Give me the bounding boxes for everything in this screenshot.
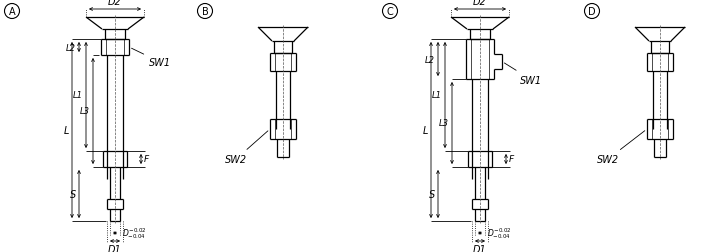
Text: C: C <box>387 7 393 17</box>
Text: L3: L3 <box>439 119 449 128</box>
Text: L: L <box>64 125 69 136</box>
Text: D2: D2 <box>473 0 487 7</box>
Text: L2: L2 <box>425 55 435 64</box>
Text: SW1: SW1 <box>132 49 171 68</box>
Text: L3: L3 <box>80 107 90 116</box>
Text: F: F <box>144 155 149 164</box>
Text: L: L <box>422 125 428 136</box>
Text: $D^{-0.02}_{-0.04}$: $D^{-0.02}_{-0.04}$ <box>487 226 511 240</box>
Text: L1: L1 <box>432 91 442 100</box>
Text: D1: D1 <box>108 244 122 252</box>
Text: SW1: SW1 <box>505 64 542 85</box>
Text: A: A <box>9 7 15 17</box>
Text: L2: L2 <box>66 43 76 52</box>
Text: $D^{-0.02}_{-0.04}$: $D^{-0.02}_{-0.04}$ <box>122 226 146 240</box>
Text: S: S <box>70 189 76 199</box>
Text: S: S <box>429 189 435 199</box>
Text: SW2: SW2 <box>225 131 268 164</box>
Text: D2: D2 <box>108 0 122 7</box>
Text: D: D <box>588 7 596 17</box>
Text: B: B <box>201 7 209 17</box>
Text: L1: L1 <box>73 91 83 100</box>
Text: D1: D1 <box>473 244 487 252</box>
Text: SW2: SW2 <box>597 131 645 164</box>
Text: F: F <box>509 155 514 164</box>
